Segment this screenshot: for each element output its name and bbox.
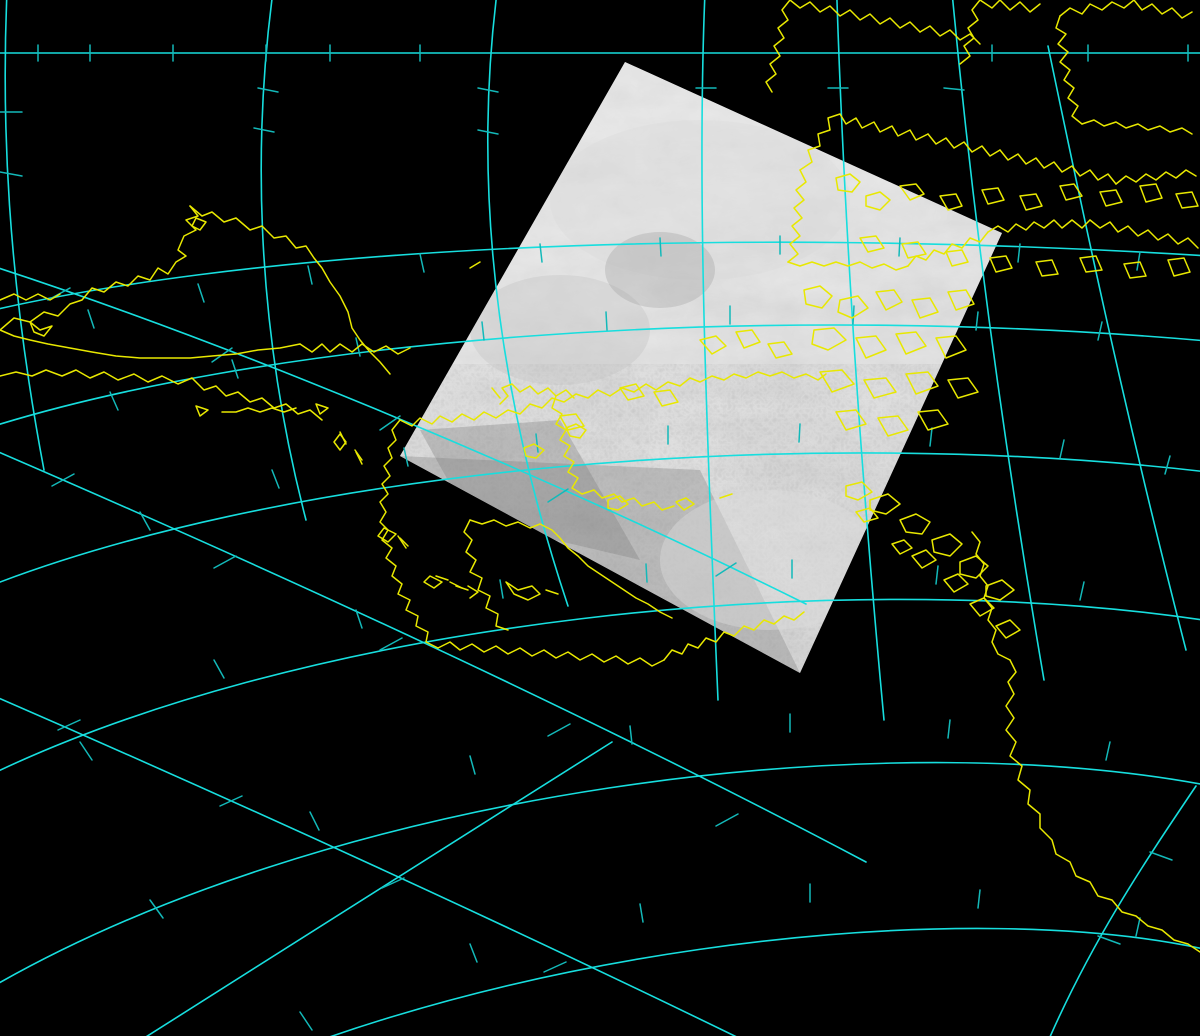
coastline-canadian-arctic-archipelago [559, 113, 1199, 437]
graticule-tick [87, 309, 95, 329]
graticule-tick [1105, 741, 1111, 761]
graticule-tick [271, 469, 280, 489]
coastline-alaska-mainland [379, 371, 827, 667]
graticule-tick [403, 447, 409, 467]
graticule-tick [975, 311, 979, 331]
graticule-tick [213, 659, 225, 679]
graticule-tick [645, 563, 648, 583]
coastline-greenland-west-coast [959, 0, 1193, 135]
graticule-tick [469, 943, 478, 963]
graticule-tick [253, 127, 275, 133]
graticule-tick [798, 423, 801, 443]
graticule-tick [539, 243, 543, 263]
meridian-line [260, 0, 307, 521]
graticule-tick [299, 1011, 313, 1031]
meridian-line [486, 0, 569, 607]
coastline-island-fragments [339, 261, 733, 591]
graticule-tick [1097, 321, 1103, 341]
graticule-tick [935, 565, 939, 585]
graticule-tick [355, 609, 363, 629]
graticule-tick [1135, 917, 1141, 937]
parallel-line [0, 452, 1200, 584]
graticule-tick [0, 171, 23, 177]
graticule-tick [639, 903, 644, 923]
graticule-tick [715, 562, 737, 577]
graticule-tick [535, 433, 539, 453]
swath-vortex [605, 232, 715, 308]
graticule-tick [257, 87, 279, 93]
coastline-north-canada-mainland [765, 0, 981, 93]
graticule-tick [629, 725, 633, 745]
swath-cloud-blob-3 [470, 275, 650, 385]
graticule-tick [715, 813, 739, 827]
graticule-tick [943, 87, 965, 91]
swath-cloud-blob-2 [550, 120, 850, 280]
graticule-tick [852, 305, 855, 325]
graticule-tick [898, 237, 901, 257]
parallel-line [0, 598, 1200, 772]
graticule-tick [605, 311, 608, 331]
graticule-tick [149, 899, 164, 919]
parallel-line [0, 241, 1200, 310]
graticule-tick [481, 321, 485, 341]
coastline-british-columbia-coast [845, 481, 1200, 953]
graticule-tick [219, 795, 243, 807]
meridian-line [836, 0, 885, 721]
meridian-line [1047, 45, 1187, 651]
graticule-tick [1017, 243, 1021, 263]
graticule-ticks [0, 44, 1189, 1031]
graticule-tick [419, 253, 425, 273]
parallel-line [0, 761, 1200, 984]
meridian-line [951, 0, 1045, 681]
graticule-tick [307, 265, 313, 285]
graticule-tick [1164, 455, 1171, 475]
graticule-tick [109, 391, 119, 411]
meridian-line [146, 741, 613, 1036]
graticule-tick [1059, 439, 1065, 459]
coastline-chukotka-siberia [0, 205, 411, 421]
swath-dark-sector-2 [420, 420, 640, 560]
swath-cloud-blob-1 [660, 490, 880, 630]
graticule-tick [1149, 851, 1173, 861]
graticule-tick [543, 961, 567, 973]
graticule-tick [379, 415, 401, 431]
graticule-tick [51, 473, 75, 487]
graticule-tick [213, 555, 237, 569]
graticule-tick [57, 719, 81, 731]
meridian-line [701, 0, 719, 701]
graticule-tick [1079, 581, 1085, 601]
graticule-tick [1136, 251, 1141, 271]
graticule-tick [379, 637, 403, 651]
graticule-tick [547, 723, 571, 737]
graticule-tick [659, 237, 662, 257]
graticule-tick [139, 511, 151, 531]
graticule-tick [477, 129, 499, 135]
coastlines-layer[interactable] [0, 0, 1200, 953]
meridian-line [0, 697, 737, 1036]
graticule-tick [547, 488, 569, 503]
meridian-line [0, 451, 867, 863]
graticule-tick [499, 579, 504, 599]
graticule-tick [477, 87, 499, 93]
graticule-tick [197, 283, 205, 303]
swath-dark-sector [400, 456, 800, 673]
parallel-line [0, 324, 1200, 426]
graticule-tick [231, 359, 239, 379]
meridian-line [4, 0, 45, 471]
meridian-line [1049, 785, 1197, 1036]
graticule-tick [469, 755, 476, 775]
graticule-tick [947, 719, 951, 739]
graticule-tick [1097, 935, 1121, 945]
parallel-line [330, 927, 1200, 1036]
graticule-tick [929, 427, 933, 447]
graticule-tick [977, 889, 981, 909]
coastline-aleutian-islands [195, 403, 559, 601]
graticule-tick [381, 877, 405, 889]
graticule-tick [309, 811, 320, 831]
graticule-tick [79, 741, 93, 761]
